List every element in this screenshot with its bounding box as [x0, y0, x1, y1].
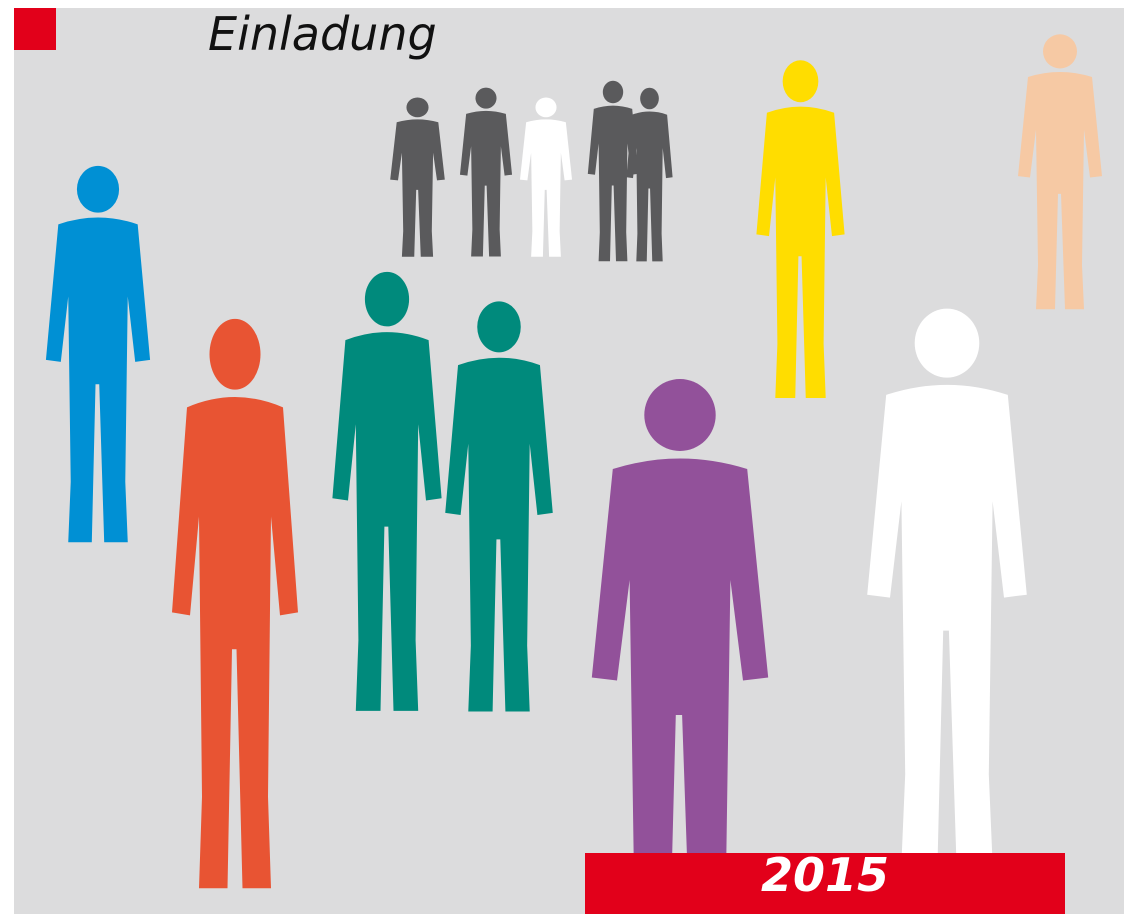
red-square: [14, 8, 56, 50]
page: {"title": "Einladung", "year": "2015"} E…: [0, 0, 1124, 914]
year: 2015: [761, 848, 889, 902]
title: Einladung: [208, 7, 437, 61]
poster: Einladung 2015: [0, 0, 1124, 914]
